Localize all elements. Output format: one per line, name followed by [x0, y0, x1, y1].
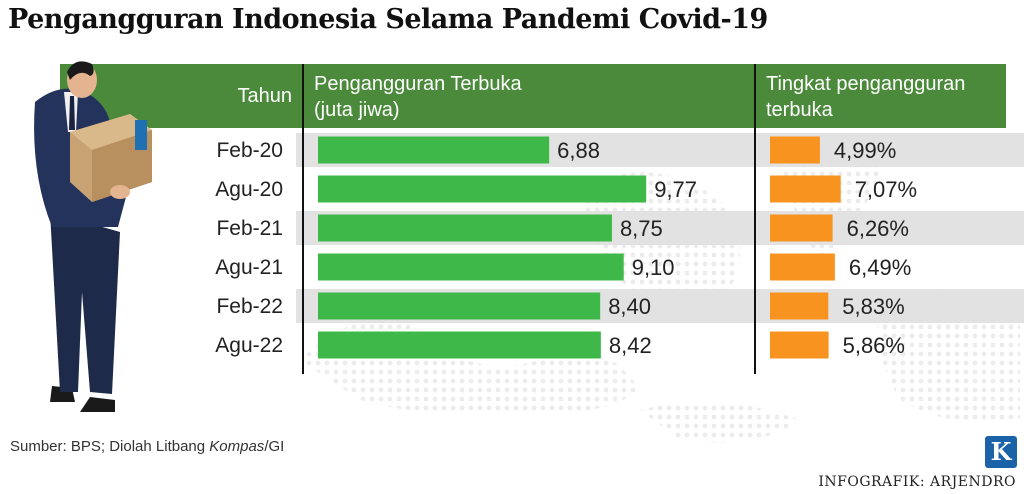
unemployed-value-label: 8,75 — [620, 216, 663, 241]
year-label: Feb-20 — [216, 139, 283, 162]
worker-illustration — [34, 61, 152, 412]
credit-line: INFOGRAFIK: ARJENDRO — [818, 474, 1016, 490]
rate-value-label: 5,83% — [842, 294, 904, 319]
column-separator — [754, 64, 756, 374]
year-label: Feb-21 — [216, 217, 283, 240]
year-label: Agu-20 — [215, 178, 283, 201]
unemployed-bar — [318, 136, 550, 164]
year-label: Agu-22 — [215, 334, 283, 357]
unemployed-value-label: 8,40 — [608, 294, 651, 319]
unemployed-value-label: 8,42 — [609, 333, 652, 358]
source-suffix: /GI — [264, 438, 285, 455]
rate-value-label: 4,99% — [834, 138, 896, 163]
unemployed-bar — [318, 175, 647, 203]
rate-value-label: 6,26% — [847, 216, 909, 241]
source-note: Sumber: BPS; Diolah Litbang Kompas/GI — [10, 438, 284, 455]
rate-bar — [770, 214, 833, 242]
header-year-label: Tahun — [237, 85, 293, 107]
rate-bar — [770, 175, 841, 203]
header-rate-line1: Tingkat pengangguran — [766, 73, 966, 95]
rate-bar — [770, 331, 829, 359]
header-unemployed-line2: (juta jiwa) — [314, 99, 400, 121]
unemployed-value-label: 9,77 — [654, 177, 697, 202]
source-prefix: Sumber: BPS; Diolah Litbang — [10, 438, 210, 455]
header-rate: Tingkat pengangguran terbuka — [756, 64, 1006, 128]
unemployed-bar — [318, 292, 601, 320]
column-separator — [302, 64, 304, 374]
rate-value-label: 5,86% — [843, 333, 905, 358]
rate-value-label: 7,07% — [855, 177, 917, 202]
header-unemployed-line1: Pengangguran Terbuka — [314, 73, 522, 95]
header-unemployed: Pengangguran Terbuka (juta jiwa) — [304, 64, 754, 128]
header-rate-line2: terbuka — [766, 99, 833, 121]
unemployed-bar — [318, 253, 624, 281]
unemployed-value-label: 6,88 — [557, 138, 600, 163]
year-label: Feb-22 — [216, 295, 283, 318]
unemployed-value-label: 9,10 — [632, 255, 675, 280]
page-title: Pengangguran Indonesia Selama Pandemi Co… — [8, 4, 768, 35]
unemployed-bar — [318, 331, 601, 359]
source-italic: Kompas — [209, 438, 265, 455]
rate-bar — [770, 136, 820, 164]
rate-bar — [770, 292, 829, 320]
unemployed-bar — [318, 214, 612, 242]
kompas-logo: K — [985, 436, 1017, 468]
rate-value-label: 6,49% — [849, 255, 911, 280]
rate-bar — [770, 253, 835, 281]
year-label: Agu-21 — [215, 256, 283, 279]
